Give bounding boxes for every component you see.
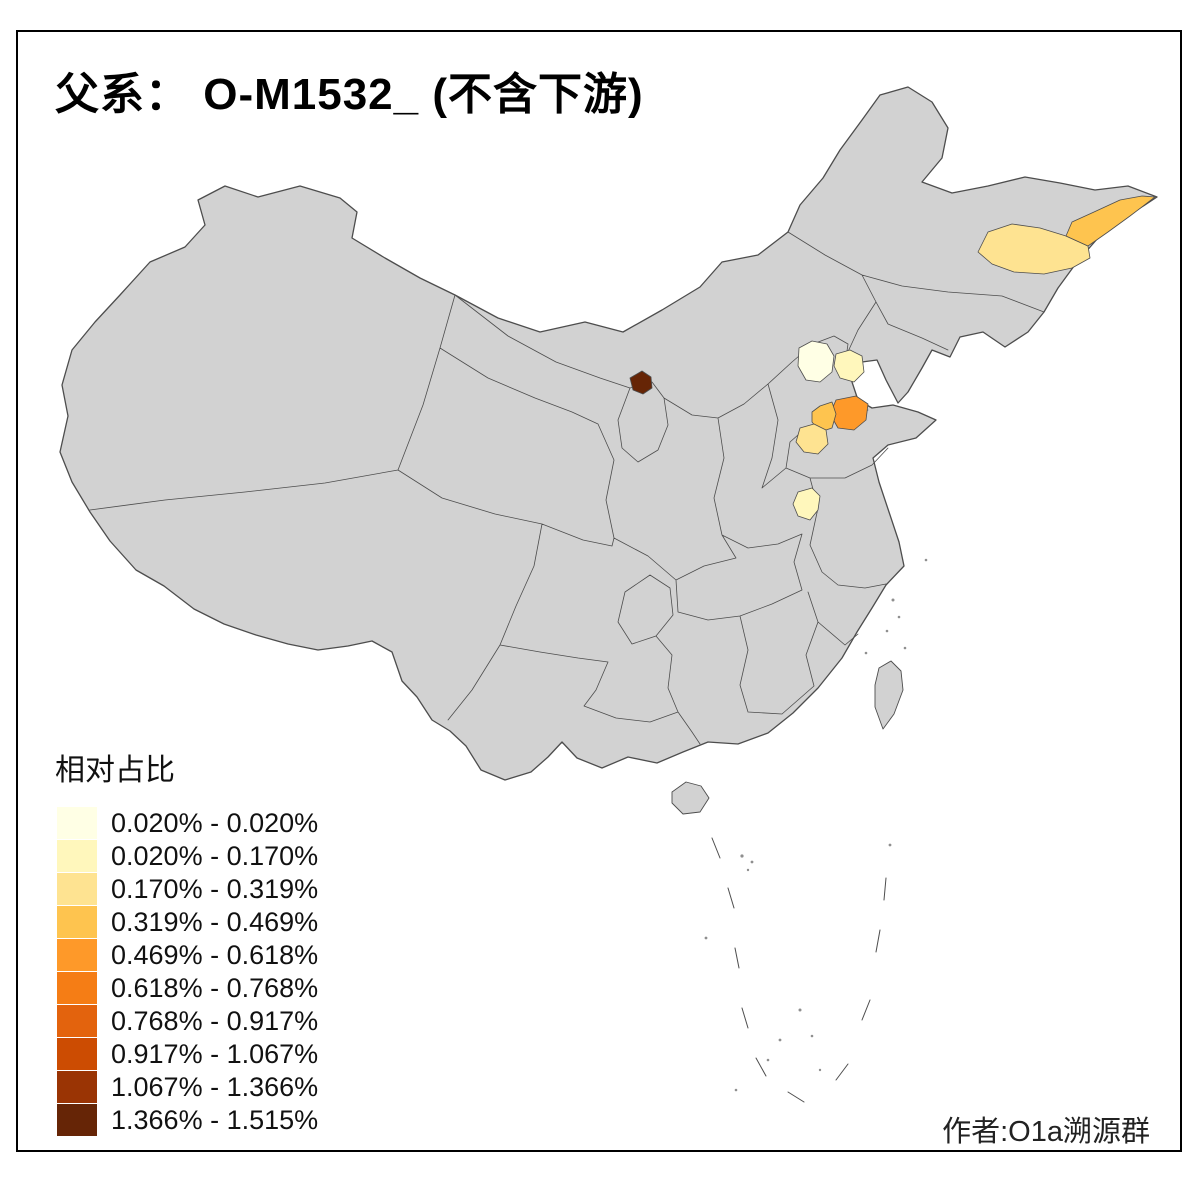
legend-item: 0.768% - 0.917% <box>57 1005 318 1038</box>
hainan-island <box>671 781 710 815</box>
legend-swatch <box>57 972 97 1004</box>
region-beijing <box>797 340 835 383</box>
legend-label: 0.319% - 0.469% <box>111 907 319 937</box>
taiwan-island <box>874 660 904 730</box>
legend-item: 0.618% - 0.768% <box>57 972 318 1005</box>
south-china-sea-dashes <box>711 837 887 1103</box>
legend-label: 0.768% - 0.917% <box>111 1006 319 1036</box>
legend-item: 0.319% - 0.469% <box>57 906 318 939</box>
region-northeast-1 <box>977 223 1091 275</box>
legend-swatch <box>57 873 97 905</box>
legend-item: 0.469% - 0.618% <box>57 939 318 972</box>
legend-swatch <box>57 840 97 872</box>
region-jiangsu <box>792 487 821 521</box>
legend-title: 相对占比 <box>55 754 175 787</box>
legend-label: 0.020% - 0.020% <box>111 808 319 838</box>
region-north-dark <box>629 370 653 395</box>
legend-swatch <box>57 906 97 938</box>
legend-item: 1.067% - 1.366% <box>57 1071 318 1104</box>
legend-swatch <box>57 807 97 839</box>
author-credit: 作者:O1a溯源群 <box>942 1116 1150 1148</box>
legend-item: 1.366% - 1.515% <box>57 1104 318 1137</box>
legend: 相对占比 0.020% - 0.020% 0.020% - 0.170% 0.1… <box>55 745 318 1137</box>
legend-swatch <box>57 1038 97 1070</box>
legend-label: 0.618% - 0.768% <box>111 973 319 1003</box>
legend-swatch <box>57 1005 97 1037</box>
legend-swatch <box>57 1104 97 1136</box>
legend-swatch <box>57 1071 97 1103</box>
legend-label: 1.067% - 1.366% <box>111 1072 319 1102</box>
province-borders <box>89 231 1045 745</box>
map-title: 父系： O-M1532_ (不含下游) <box>55 70 644 119</box>
legend-item: 0.917% - 1.067% <box>57 1038 318 1071</box>
region-northeast-2 <box>1065 195 1156 247</box>
region-beijing-east <box>833 349 865 383</box>
legend-rows: 0.020% - 0.020% 0.020% - 0.170% 0.170% -… <box>57 807 318 1137</box>
small-islands <box>704 558 928 1092</box>
legend-label: 0.170% - 0.319% <box>111 874 319 904</box>
legend-item: 0.170% - 0.319% <box>57 873 318 906</box>
region-shandong-3 <box>795 423 829 455</box>
legend-swatch <box>57 939 97 971</box>
legend-item: 0.020% - 0.020% <box>57 807 318 840</box>
legend-label: 1.366% - 1.515% <box>111 1105 319 1135</box>
legend-label: 0.469% - 0.618% <box>111 940 319 970</box>
legend-label: 0.020% - 0.170% <box>111 841 319 871</box>
highlighted-regions <box>629 195 1156 521</box>
legend-label: 0.917% - 1.067% <box>111 1039 319 1069</box>
legend-item: 0.020% - 0.170% <box>57 840 318 873</box>
mainland-china <box>59 86 1158 781</box>
